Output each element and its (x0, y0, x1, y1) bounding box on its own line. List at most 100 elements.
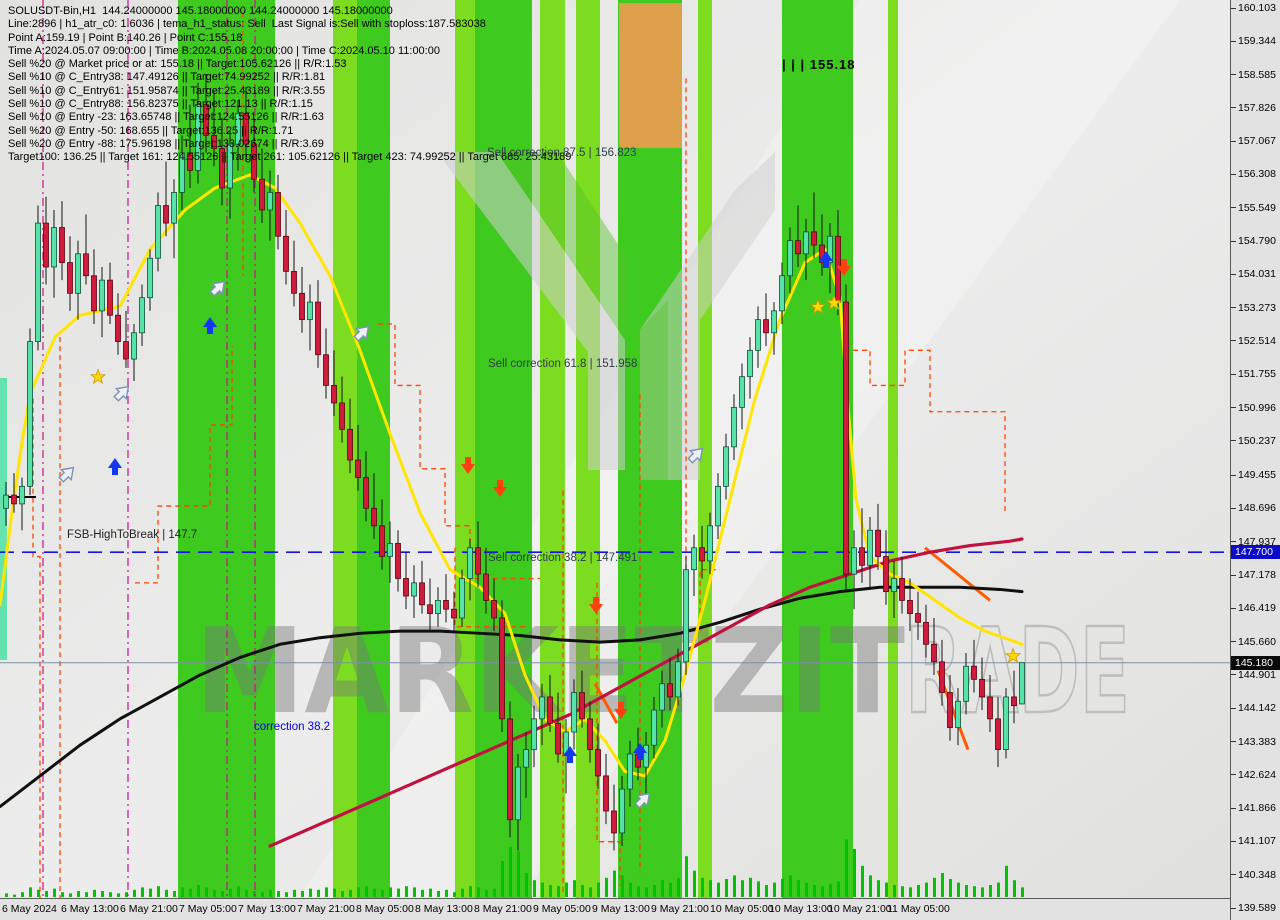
hollow-arrow-icon (353, 325, 370, 342)
bear-candle (83, 253, 89, 277)
volume-bar (957, 882, 960, 897)
volume-bar (709, 880, 712, 897)
time-tick-label: 10 May 05:00 (710, 903, 774, 915)
bear-candle (939, 661, 945, 693)
bull-candle (747, 349, 753, 378)
bear-candle (667, 683, 673, 698)
info-line: Time A:2024.05.07 09:00:00 | Time B:2024… (8, 44, 440, 57)
bull-candle (515, 766, 521, 821)
bear-candle (611, 810, 617, 834)
price-tick-label: 157.826 (1238, 101, 1276, 114)
buy-arrow-icon (203, 317, 217, 334)
axis-tick (1231, 707, 1236, 709)
price-tick-label: 139.589 (1238, 902, 1276, 914)
time-tick-label: 8 May 21:00 (474, 903, 532, 915)
volume-bar (245, 889, 248, 897)
bear-candle (339, 402, 345, 430)
price-tick-label: 147.937 (1238, 535, 1276, 548)
bear-candle (427, 604, 433, 614)
volume-bar (69, 893, 72, 897)
bear-candle (251, 143, 257, 180)
volume-bar (909, 887, 912, 897)
trailing-stop-line (32, 398, 41, 920)
volume-bar (293, 889, 296, 897)
volume-bar (325, 887, 328, 897)
price-tick-label: 157.067 (1238, 135, 1276, 148)
time-axis[interactable]: 6 May 2024 6 May 13:00 6 May 21:00 7 May 05… (0, 898, 1230, 920)
volume-bar (261, 892, 264, 897)
bear-candle (275, 191, 281, 237)
volume-bar (933, 877, 936, 897)
bear-candle (259, 178, 265, 211)
chart-canvas[interactable]: MARKETZIT RADE (0, 0, 1230, 920)
volume-bar (381, 889, 384, 897)
volume-bar (445, 889, 448, 897)
volume-bar (765, 885, 768, 897)
bull-candle (147, 257, 153, 299)
chart-info-block: SOLUSDT-Bin,H1 144.24000000 145.18000000… (8, 5, 571, 165)
bear-candle (299, 292, 305, 321)
buy-arrow-icon (633, 743, 647, 760)
volume-bar (837, 881, 840, 897)
volume-bar (309, 888, 312, 897)
time-tick-label: 6 May 21:00 (120, 903, 178, 915)
volume-bar (917, 885, 920, 897)
trailing-stop-line (135, 345, 233, 584)
volume-bar (429, 888, 432, 897)
volume-bar (805, 882, 808, 897)
signal-zone-band (357, 0, 390, 898)
orange-zone-block (619, 3, 682, 148)
volume-bar (341, 891, 344, 897)
axis-tick (1231, 774, 1236, 776)
bear-candle (587, 718, 593, 750)
bear-candle (979, 678, 985, 698)
axis-tick (1231, 407, 1236, 409)
info-line: Sell %10 @ C_Entry88: 156.82375 || Targe… (8, 98, 313, 111)
bull-candle (155, 205, 161, 259)
volume-bar (989, 885, 992, 897)
volume-bar (1021, 887, 1024, 897)
bear-candle (67, 262, 73, 294)
volume-bar (637, 886, 640, 897)
bear-candle (43, 222, 49, 268)
volume-bar (621, 875, 624, 897)
volume-bar (421, 889, 424, 897)
price-tick-label: 154.031 (1238, 268, 1276, 281)
price-tick-label: 151.755 (1238, 368, 1276, 381)
volume-bar (397, 888, 400, 897)
bull-candle (131, 332, 137, 360)
sell-arrow-icon (493, 480, 507, 497)
volume-bar (653, 885, 656, 897)
bull-candle (963, 665, 969, 702)
sell-correction-61-label: Sell correction 61.8 | 151.958 (488, 358, 638, 370)
bull-candle (755, 319, 761, 351)
bear-candle (923, 621, 929, 645)
volume-bar (725, 879, 728, 897)
bear-candle (875, 529, 881, 557)
bull-candle (627, 753, 633, 790)
price-level-box: 145.180 (1231, 655, 1280, 670)
bear-candle (899, 578, 905, 601)
volume-bar (813, 885, 816, 897)
axis-tick (1231, 607, 1236, 609)
volume-bar (901, 886, 904, 897)
axis-tick (1231, 40, 1236, 42)
point-c-label: | | | 155.18 (782, 57, 856, 72)
time-tick-label: 10 May 13:00 (769, 903, 833, 915)
axis-tick (1231, 440, 1236, 442)
volume-bar (861, 865, 864, 897)
bear-candle (443, 600, 449, 610)
volume-bar (557, 886, 560, 897)
bear-candle (883, 556, 889, 593)
volume-bar (229, 888, 232, 897)
price-level-box: 147.700 (1231, 545, 1280, 560)
volume-bar (181, 887, 184, 897)
volume-bar (349, 889, 352, 897)
volume-bar (597, 882, 600, 897)
price-axis[interactable]: 160.103 159.344 158.585 157.826 157.067 156.3… (1230, 0, 1280, 920)
volume-bar (413, 887, 416, 897)
bull-candle (227, 143, 233, 189)
buy-arrow-icon (108, 458, 122, 475)
volume-bar (37, 889, 40, 897)
price-tick-label: 150.237 (1238, 434, 1276, 447)
